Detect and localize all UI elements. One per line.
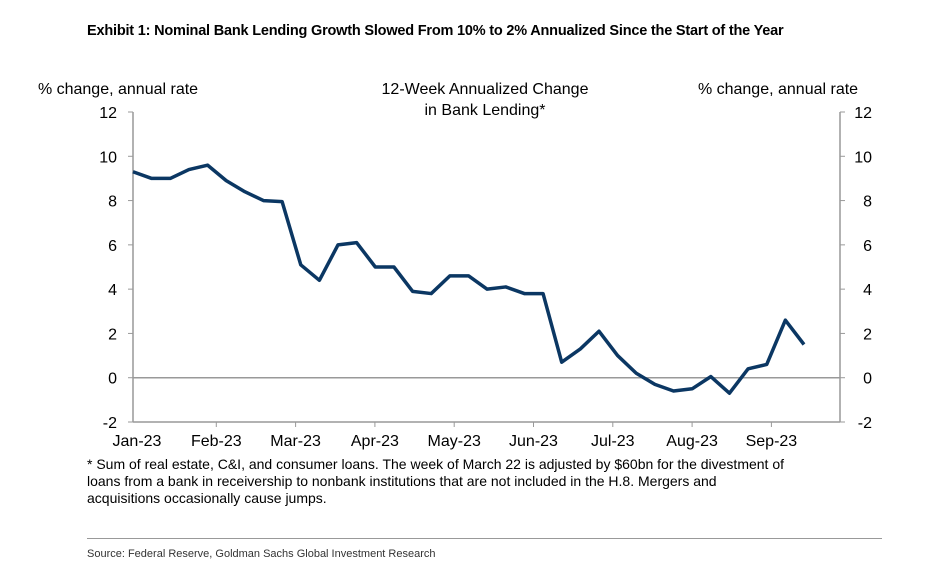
x-tick-label: Feb-23 xyxy=(191,433,242,450)
y-tick-label-right: 12 xyxy=(854,105,872,122)
x-tick-label: Apr-23 xyxy=(351,433,399,450)
y-tick-label-right: 8 xyxy=(863,194,872,211)
y-tick-label-left: 4 xyxy=(108,282,117,299)
footnote-line: * Sum of real estate, C&I, and consumer … xyxy=(87,456,785,472)
y-tick-label-right: -2 xyxy=(858,415,872,432)
y-tick-label-left: 2 xyxy=(108,326,117,343)
y-axis-label-right: % change, annual rate xyxy=(698,81,858,98)
divider xyxy=(87,538,882,539)
chart-title-line-2: in Bank Lending* xyxy=(425,102,546,119)
x-tick-label: Mar-23 xyxy=(270,433,321,450)
footnote-line: loans from a bank in receivership to non… xyxy=(87,473,717,489)
y-tick-label-left: 0 xyxy=(108,371,117,388)
x-tick-label: May-23 xyxy=(428,433,481,450)
y-tick-label-left: 6 xyxy=(108,238,117,255)
y-tick-label-right: 0 xyxy=(863,371,872,388)
x-tick-label: Aug-23 xyxy=(666,433,718,450)
y-tick-label-left: 10 xyxy=(99,149,117,166)
source-note: Source: Federal Reserve, Goldman Sachs G… xyxy=(87,548,436,560)
x-tick-label: Sep-23 xyxy=(746,433,798,450)
y-tick-label-right: 6 xyxy=(863,238,872,255)
y-axis-label-left: % change, annual rate xyxy=(38,81,198,98)
footnote-line: acquisitions occasionally cause jumps. xyxy=(87,490,327,506)
y-tick-label-right: 10 xyxy=(854,149,872,166)
chart-title-line-1: 12-Week Annualized Change xyxy=(382,81,589,98)
exhibit-title: Exhibit 1: Nominal Bank Lending Growth S… xyxy=(87,23,784,39)
series-line xyxy=(132,163,806,395)
x-tick-label: Jan-23 xyxy=(113,433,162,450)
y-tick-label-right: 2 xyxy=(863,326,872,343)
x-tick-label: Jun-23 xyxy=(509,433,558,450)
y-tick-label-left: -2 xyxy=(103,415,117,432)
y-tick-label-right: 4 xyxy=(863,282,872,299)
y-tick-label-left: 12 xyxy=(99,105,117,122)
y-tick-label-left: 8 xyxy=(108,194,117,211)
footnote: * Sum of real estate, C&I, and consumer … xyxy=(87,456,877,507)
x-tick-label: Jul-23 xyxy=(591,433,635,450)
